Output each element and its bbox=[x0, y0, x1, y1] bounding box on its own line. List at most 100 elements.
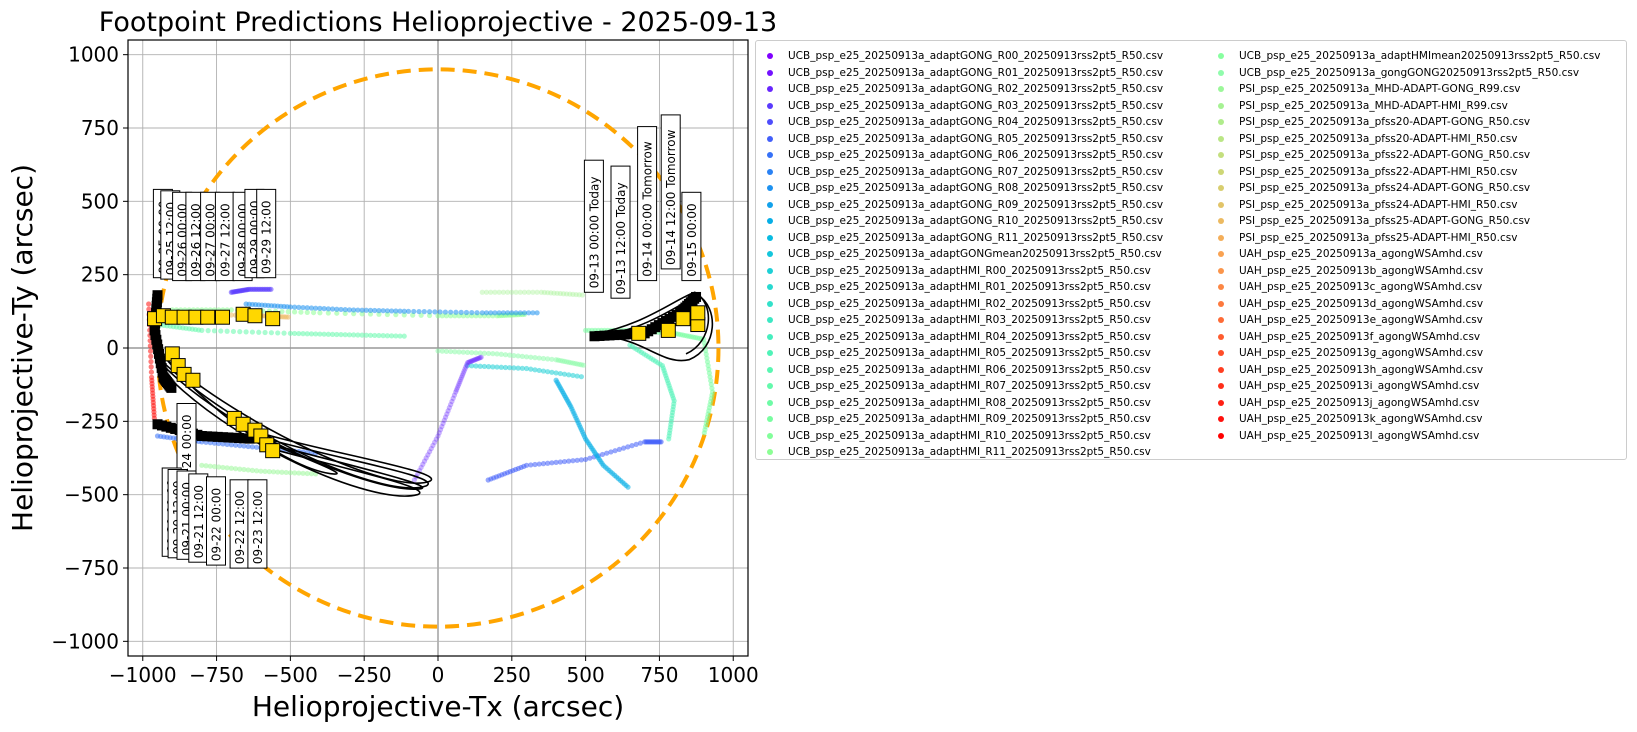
x-tick-label: 1000 bbox=[708, 663, 759, 687]
legend-marker bbox=[1218, 300, 1224, 307]
footpoint-track-point bbox=[296, 330, 302, 337]
legend-label: UCB_psp_e25_20250913a_adaptGONG_R05_2025… bbox=[788, 132, 1164, 145]
legend-entry: PSI_psp_e25_20250913a_pfss20-ADAPT-GONG_… bbox=[1207, 114, 1600, 131]
footpoint-track-point bbox=[496, 310, 502, 316]
footpoint-track-point bbox=[249, 467, 256, 473]
footpoint-track-point bbox=[245, 443, 251, 450]
footpoint-track-point bbox=[583, 456, 589, 463]
footpoint-track-point bbox=[541, 289, 548, 296]
footpoint-track-point bbox=[228, 312, 234, 318]
legend-label: UCB_psp_e25_20250913a_adaptHMImean202509… bbox=[1239, 50, 1601, 63]
footpoint-marker bbox=[690, 305, 706, 321]
legend-marker bbox=[1218, 201, 1224, 208]
date-annotation-text: 09-14 12:00 Tomorrow bbox=[664, 129, 678, 264]
footpoint-track-point bbox=[519, 353, 525, 359]
footpoint-track-point bbox=[574, 373, 580, 379]
x-tick-label: 250 bbox=[493, 663, 531, 687]
legend-label: PSI_psp_e25_20250913a_pfss22-ADAPT-HMI_R… bbox=[1239, 165, 1518, 178]
legend-label: UAH_psp_e25_20250913e_agongWSAmhd.csv bbox=[1239, 314, 1483, 327]
footpoint-track-point bbox=[446, 405, 452, 411]
footpoint-track-point bbox=[401, 312, 407, 318]
footpoint-track-point bbox=[296, 304, 302, 310]
footpoint-track-point bbox=[616, 446, 622, 453]
legend-entry: UAH_psp_e25_20250913g_agongWSAmhd.csv bbox=[1207, 345, 1600, 362]
legend-label: UCB_psp_e25_20250913a_adaptGONG_R07_2025… bbox=[788, 165, 1164, 178]
legend-label: UAH_psp_e25_20250913i_agongWSAmhd.csv bbox=[1239, 380, 1480, 393]
footpoint-track-point bbox=[342, 310, 348, 317]
trajectory-marker bbox=[244, 433, 255, 444]
footpoint-track-point bbox=[521, 289, 528, 295]
plot-area bbox=[146, 67, 721, 629]
footpoint-track-point bbox=[448, 401, 454, 408]
trajectory-marker bbox=[166, 382, 177, 393]
solar-limb bbox=[155, 67, 721, 629]
footpoint-track-point bbox=[380, 333, 386, 339]
footpoint-track-point bbox=[425, 452, 431, 458]
footpoint-track-point bbox=[426, 449, 433, 455]
legend-marker bbox=[1218, 102, 1224, 109]
footpoint-track-point bbox=[459, 374, 465, 380]
legend-entry: UAH_psp_e25_20250913a_agongWSAmhd.csv bbox=[1207, 246, 1600, 263]
footpoint-track-point bbox=[523, 462, 530, 468]
legend-entry: PSI_psp_e25_20250913a_pfss25-ADAPT-GONG_… bbox=[1207, 213, 1600, 230]
footpoint-track-point bbox=[579, 292, 586, 298]
footpoint-track-point bbox=[517, 289, 523, 295]
footpoint-track-point bbox=[625, 444, 631, 450]
footpoint-track-point bbox=[342, 307, 348, 313]
footpoint-track-point bbox=[268, 286, 274, 292]
legend-entry: PSI_psp_e25_20250913a_pfss24-ADAPT-GONG_… bbox=[1207, 180, 1600, 197]
footpoint-track-point bbox=[658, 439, 664, 445]
footpoint-track-point bbox=[490, 351, 496, 357]
footpoint-track-point bbox=[507, 352, 513, 358]
footpoint-track-point bbox=[580, 362, 587, 368]
footpoint-track-point bbox=[437, 427, 444, 433]
footpoint-track-point bbox=[351, 311, 357, 317]
legend-label: UCB_psp_e25_20250913a_adaptGONGmean20250… bbox=[788, 248, 1162, 261]
trajectory-marker bbox=[218, 432, 229, 443]
footpoint-track-point bbox=[367, 311, 374, 317]
legend-label: PSI_psp_e25_20250913a_pfss22-ADAPT-GONG_… bbox=[1239, 149, 1531, 162]
legend-entry: UCB_psp_e25_20250913a_adaptGONG_R10_2025… bbox=[756, 213, 1163, 230]
footpoint-track-point bbox=[418, 464, 424, 471]
trajectory-marker bbox=[691, 291, 702, 302]
footpoint-track-point bbox=[146, 301, 152, 307]
trajectory-marker bbox=[196, 431, 207, 441]
legend-marker bbox=[1218, 399, 1224, 406]
legend-label: UCB_psp_e25_20250913a_adaptHMI_R09_20250… bbox=[788, 413, 1151, 426]
footpoint-track-point bbox=[372, 332, 378, 339]
trajectory-marker bbox=[212, 431, 223, 442]
footpoint-track-point bbox=[442, 414, 449, 420]
footpoint-track-point bbox=[211, 328, 218, 334]
footpoint-track-point bbox=[287, 470, 293, 476]
footpoint-track-point bbox=[232, 442, 239, 448]
footpoint-track-point bbox=[599, 451, 606, 458]
footpoint-track-point bbox=[548, 290, 554, 296]
footpoint-track-point bbox=[304, 305, 310, 311]
footpoint-track-point bbox=[426, 312, 433, 319]
legend-entry: PSI_psp_e25_20250913a_MHD-ADAPT-GONG_R99… bbox=[1207, 81, 1600, 98]
legend-entry: UCB_psp_e25_20250913a_adaptGONG_R11_2025… bbox=[756, 230, 1163, 247]
footpoint-track-point bbox=[426, 309, 433, 315]
date-annotation-box bbox=[206, 476, 226, 566]
footpoint-track-point bbox=[530, 289, 536, 295]
legend-entry: UCB_psp_e25_20250913a_adaptGONG_R00_2025… bbox=[756, 48, 1163, 65]
legend-entry: UAH_psp_e25_20250913e_agongWSAmhd.csv bbox=[1207, 312, 1600, 329]
legend-label: UCB_psp_e25_20250913a_adaptGONG_R02_2025… bbox=[788, 83, 1164, 96]
footpoint-track-point bbox=[545, 356, 551, 362]
footpoint-track-point bbox=[557, 290, 563, 297]
footpoint-track-point bbox=[308, 471, 315, 477]
footpoint-track-point bbox=[496, 289, 502, 295]
footpoint-track-point bbox=[441, 417, 447, 423]
footpoint-track-point bbox=[285, 309, 291, 315]
footpoint-track-point bbox=[483, 289, 490, 295]
legend-entry: UCB_psp_e25_20250913a_adaptGONG_R04_2025… bbox=[756, 114, 1163, 131]
legend-entry: UCB_psp_e25_20250913a_adaptHMI_R01_20250… bbox=[756, 279, 1163, 296]
legend-marker bbox=[767, 284, 773, 291]
date-annotation-text: 09-22 00:00 bbox=[210, 488, 224, 561]
footpoint-track-point bbox=[528, 366, 534, 372]
footpoint-marker bbox=[631, 325, 647, 341]
trajectory-marker bbox=[614, 329, 625, 340]
footpoint-track-point bbox=[500, 289, 506, 295]
legend-label: UAH_psp_e25_20250913b_agongWSAmhd.csv bbox=[1239, 264, 1484, 277]
